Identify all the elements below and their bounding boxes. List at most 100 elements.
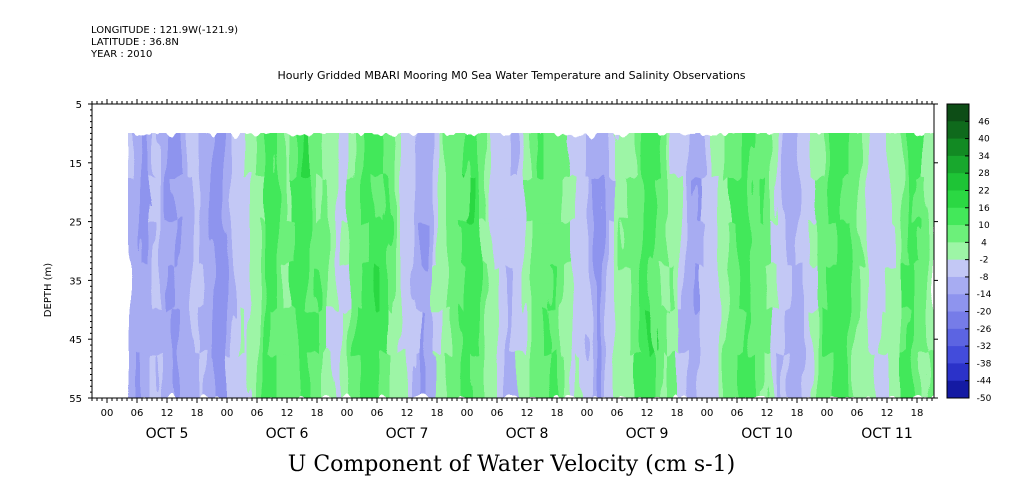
heatmap-cell — [836, 133, 844, 178]
heatmap-cell — [517, 177, 525, 223]
heatmap-cell — [218, 177, 226, 223]
heatmap-cell — [400, 309, 408, 355]
heatmap-cell — [699, 265, 707, 311]
colorbar-label: -32 — [977, 342, 992, 352]
heatmap-cell — [615, 133, 623, 178]
heatmap-cell — [589, 265, 597, 311]
heatmap-cell — [465, 309, 473, 355]
heatmap-cell — [134, 133, 142, 178]
heatmap-cell — [550, 133, 558, 178]
x-hour-label: 18 — [551, 408, 564, 419]
heatmap-cell — [543, 265, 551, 311]
heatmap-cell — [615, 221, 623, 267]
heatmap-cell — [128, 177, 135, 223]
heatmap-cell — [842, 133, 850, 178]
heatmap-cell — [680, 133, 688, 178]
heatmap-cell — [420, 177, 428, 223]
heatmap-cell — [758, 133, 766, 178]
colorbar-label: 34 — [978, 152, 990, 162]
heatmap-cell — [394, 353, 402, 398]
heatmap-cell — [257, 353, 265, 398]
heatmap-cell — [225, 265, 233, 311]
y-tick-label: 55 — [69, 394, 82, 405]
heatmap-cell — [667, 177, 675, 223]
y-tick-label: 45 — [69, 335, 82, 346]
heatmap-cell — [251, 265, 259, 311]
heatmap-cell — [179, 353, 187, 398]
heatmap-cell — [472, 133, 480, 178]
heatmap-cell — [218, 353, 226, 398]
heatmap-cell — [413, 353, 421, 398]
heatmap-cell — [569, 133, 577, 178]
heatmap-cell — [907, 265, 915, 311]
heatmap-cell — [420, 353, 428, 398]
heatmap-cell — [231, 265, 239, 311]
heatmap-cell — [719, 265, 727, 311]
heatmap-cell — [719, 221, 727, 267]
heatmap-cell — [192, 353, 200, 398]
heatmap-cell — [745, 265, 753, 311]
heatmap-cell — [628, 221, 636, 267]
heatmap-cell — [277, 133, 285, 178]
heatmap-cell — [238, 221, 246, 267]
heatmap-cell — [810, 353, 818, 398]
heatmap-cell — [491, 353, 499, 398]
heatmap-cell — [680, 309, 688, 355]
heatmap-cell — [218, 265, 226, 311]
heatmap-cell — [413, 265, 421, 311]
colorbar-swatch — [947, 138, 969, 157]
heatmap-cell — [797, 353, 805, 398]
heatmap-cell — [264, 309, 272, 355]
heatmap-cell — [751, 309, 759, 355]
heatmap-cell — [387, 133, 395, 178]
x-hour-label: 18 — [791, 408, 804, 419]
heatmap-cell — [277, 309, 285, 355]
heatmap-cell — [712, 221, 720, 267]
heatmap-cell — [699, 133, 707, 178]
heatmap-cell — [478, 353, 486, 398]
x-hour-label: 18 — [911, 408, 924, 419]
heatmap-cell — [576, 221, 584, 267]
heatmap-cell — [322, 309, 330, 355]
heatmap-cell — [901, 221, 909, 267]
heatmap-cell — [166, 221, 174, 267]
heatmap-cell — [537, 265, 545, 311]
colorbar-label: 10 — [978, 221, 990, 231]
heatmap-cell — [465, 177, 473, 223]
heatmap-cell — [225, 133, 233, 178]
heatmap-cell — [868, 309, 876, 355]
heatmap-cell — [407, 221, 415, 267]
heatmap-cell — [128, 265, 135, 311]
colorbar-swatch — [947, 276, 969, 295]
x-hour-label: 12 — [761, 408, 774, 419]
heatmap-cell — [732, 353, 740, 398]
heatmap-cell — [797, 309, 805, 355]
heatmap-cell — [387, 309, 395, 355]
heatmap-cell — [595, 353, 603, 398]
heatmap-cell — [693, 221, 701, 267]
heatmap-cell — [563, 133, 571, 178]
heatmap-cell — [498, 353, 506, 398]
heatmap-cell — [836, 177, 844, 223]
heatmap-cell — [303, 309, 311, 355]
heatmap-cell — [803, 353, 811, 398]
heatmap-cell — [907, 133, 915, 178]
heatmap-cell — [608, 265, 616, 311]
heatmap-cell — [745, 353, 753, 398]
heatmap-cell — [387, 221, 395, 267]
heatmap-cell — [803, 177, 811, 223]
heatmap-cell — [641, 309, 649, 355]
heatmap-cell — [855, 221, 863, 267]
heatmap-cell — [381, 309, 389, 355]
heatmap-cell — [738, 265, 746, 311]
heatmap-cell — [621, 309, 629, 355]
heatmap-cell — [140, 353, 148, 398]
heatmap-cell — [615, 177, 623, 223]
colorbar-frame — [946, 103, 970, 399]
heatmap-cell — [218, 309, 226, 355]
heatmap-cell — [771, 265, 779, 311]
heatmap-cell — [686, 177, 694, 223]
x-hour-label: 18 — [191, 408, 204, 419]
x-hour-label: 00 — [221, 408, 234, 419]
heatmap-cell — [381, 265, 389, 311]
